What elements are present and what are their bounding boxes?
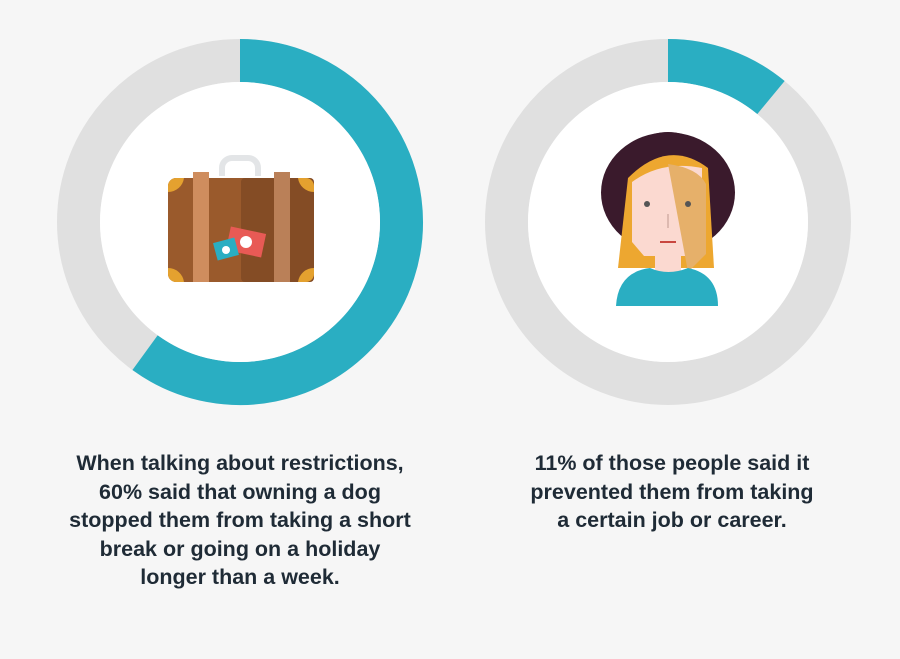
woman-avatar-icon [601,132,735,306]
donut-value-arc [132,39,423,405]
caption-career: 11% of those people said it prevented th… [472,449,872,535]
caption-line: 60% said that owning a dog [99,479,381,504]
caption-holiday: When talking about restrictions, 60% sai… [40,449,440,592]
donut-chart-career [485,39,851,405]
caption-line: longer than a week. [140,565,340,589]
caption-line: prevented them from taking [530,479,814,504]
donut-chart-holiday [57,39,423,405]
donut-value-arc [667,39,785,115]
caption-line: a certain job or career. [557,508,787,532]
caption-line: break or going on a holiday [99,536,381,561]
caption-line: When talking about restrictions, [76,451,404,475]
suitcase-icon [168,155,314,282]
caption-line: 11% of those people said it [534,451,810,475]
caption-line: stopped them from taking a short [69,508,411,532]
